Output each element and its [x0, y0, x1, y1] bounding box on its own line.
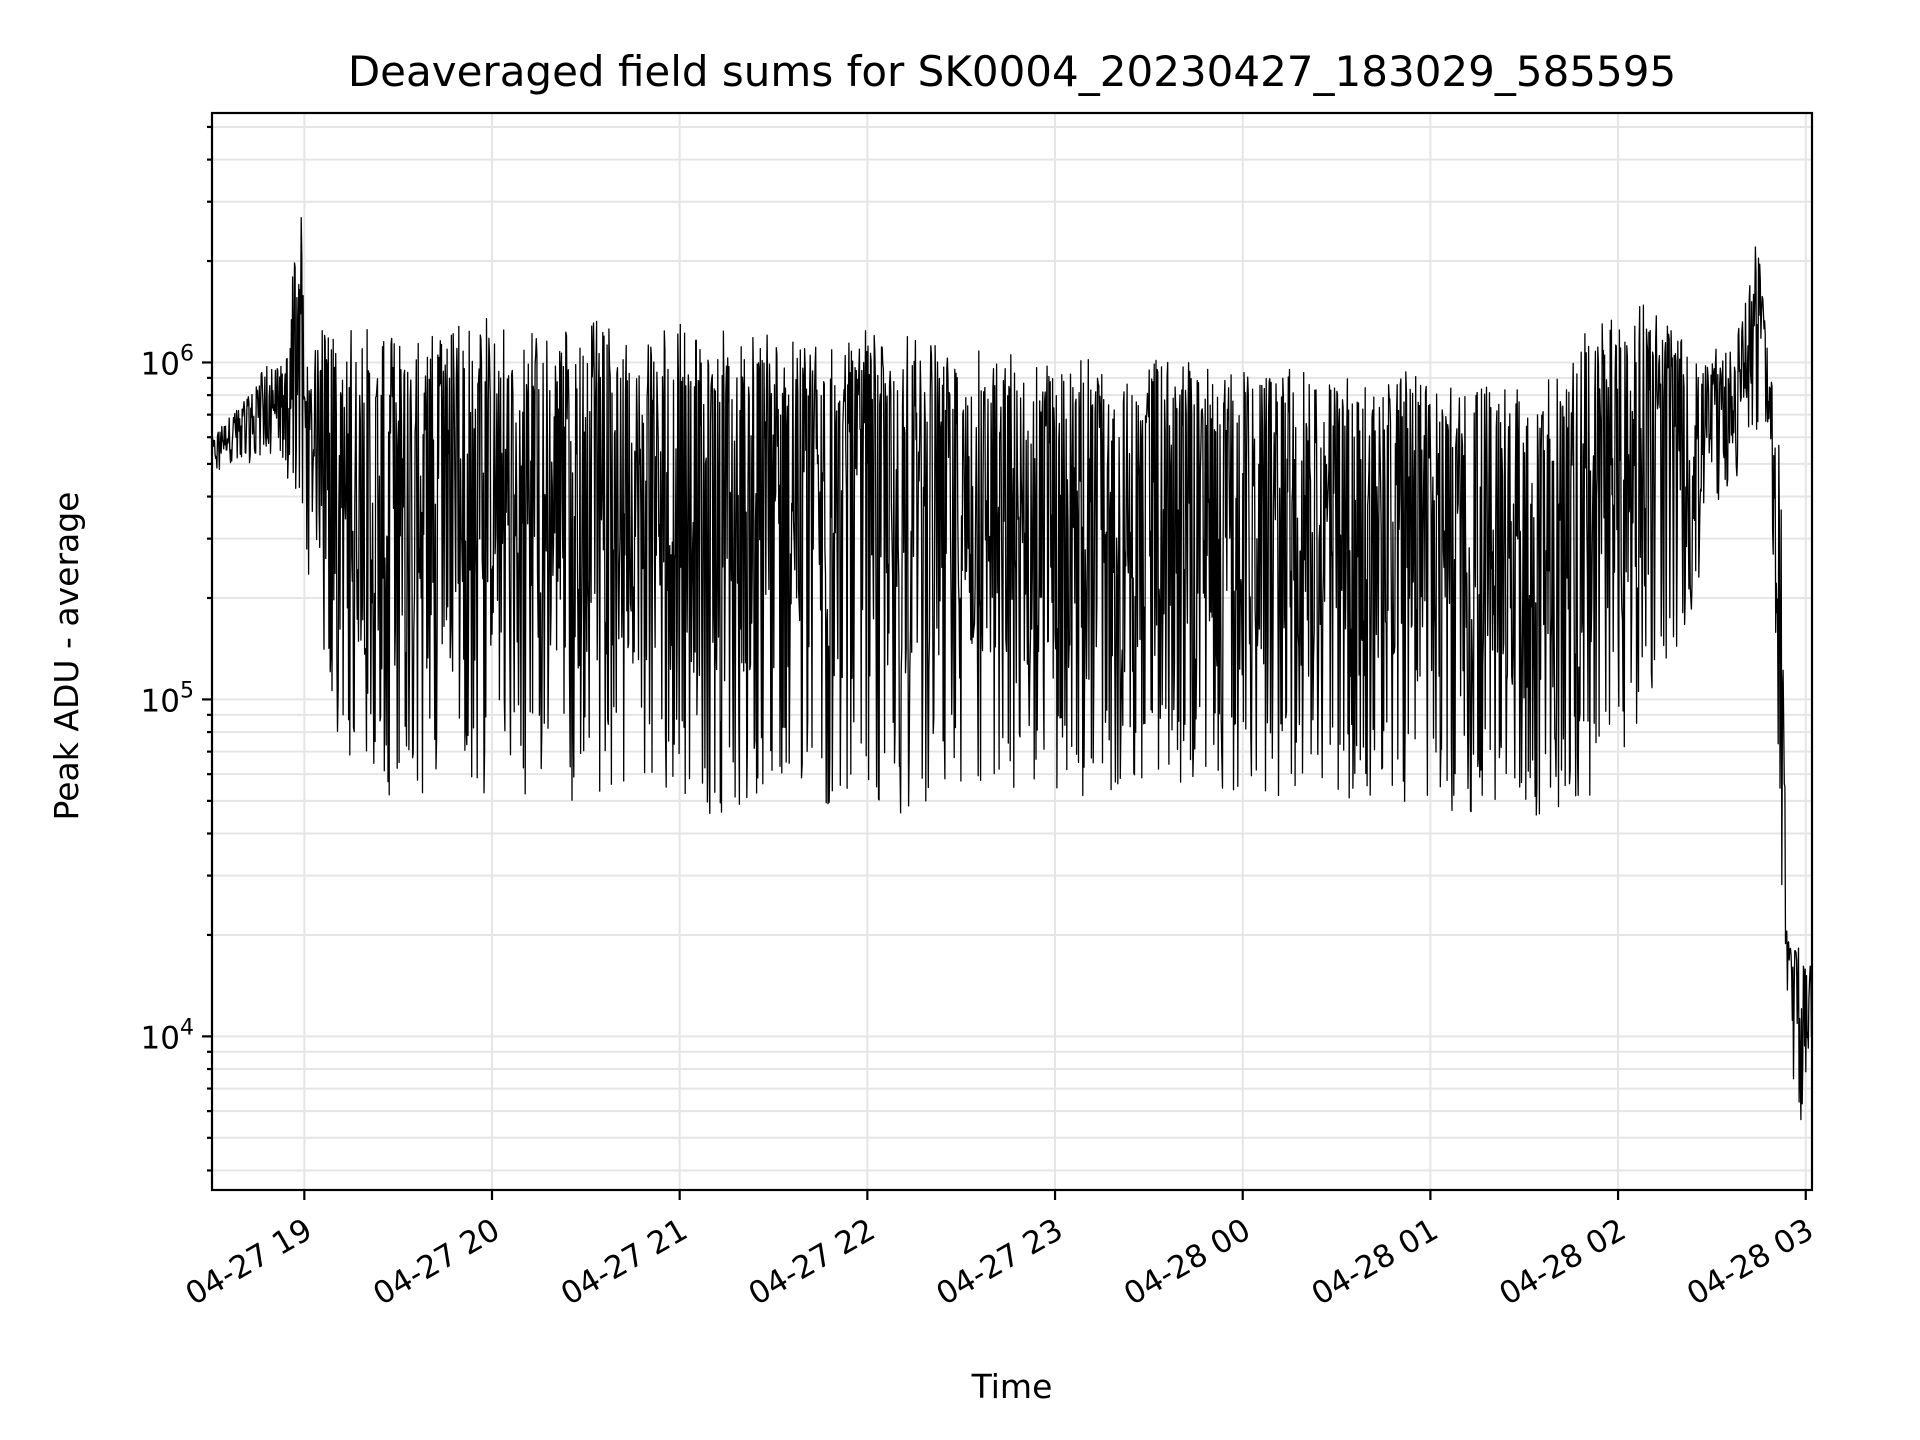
y-axis-label: Peak ADU - average	[47, 492, 86, 821]
x-tick-label: 04-28 00	[1118, 1212, 1257, 1313]
x-tick-label: 04-27 21	[555, 1212, 694, 1313]
series-layer	[211, 217, 1813, 1121]
y-tick-label: 106	[141, 341, 194, 382]
y-tick-label: 105	[141, 678, 194, 719]
chart-title: Deaveraged field sums for SK0004_2023042…	[348, 47, 1676, 96]
x-tick-label: 04-28 01	[1306, 1212, 1445, 1313]
x-tick-label: 04-27 22	[743, 1212, 882, 1313]
x-tick-label: 04-27 20	[367, 1212, 506, 1313]
plot-frame	[210, 111, 1814, 1192]
x-tick-label: 04-28 02	[1493, 1212, 1632, 1313]
x-axis-label: Time	[971, 1367, 1053, 1406]
x-tick-label: 04-28 03	[1681, 1212, 1820, 1313]
x-tick-label: 04-27 19	[180, 1212, 319, 1313]
y-tick-label: 104	[141, 1015, 194, 1056]
series-line	[211, 217, 1813, 1121]
x-tick-label: 04-27 23	[930, 1212, 1069, 1313]
